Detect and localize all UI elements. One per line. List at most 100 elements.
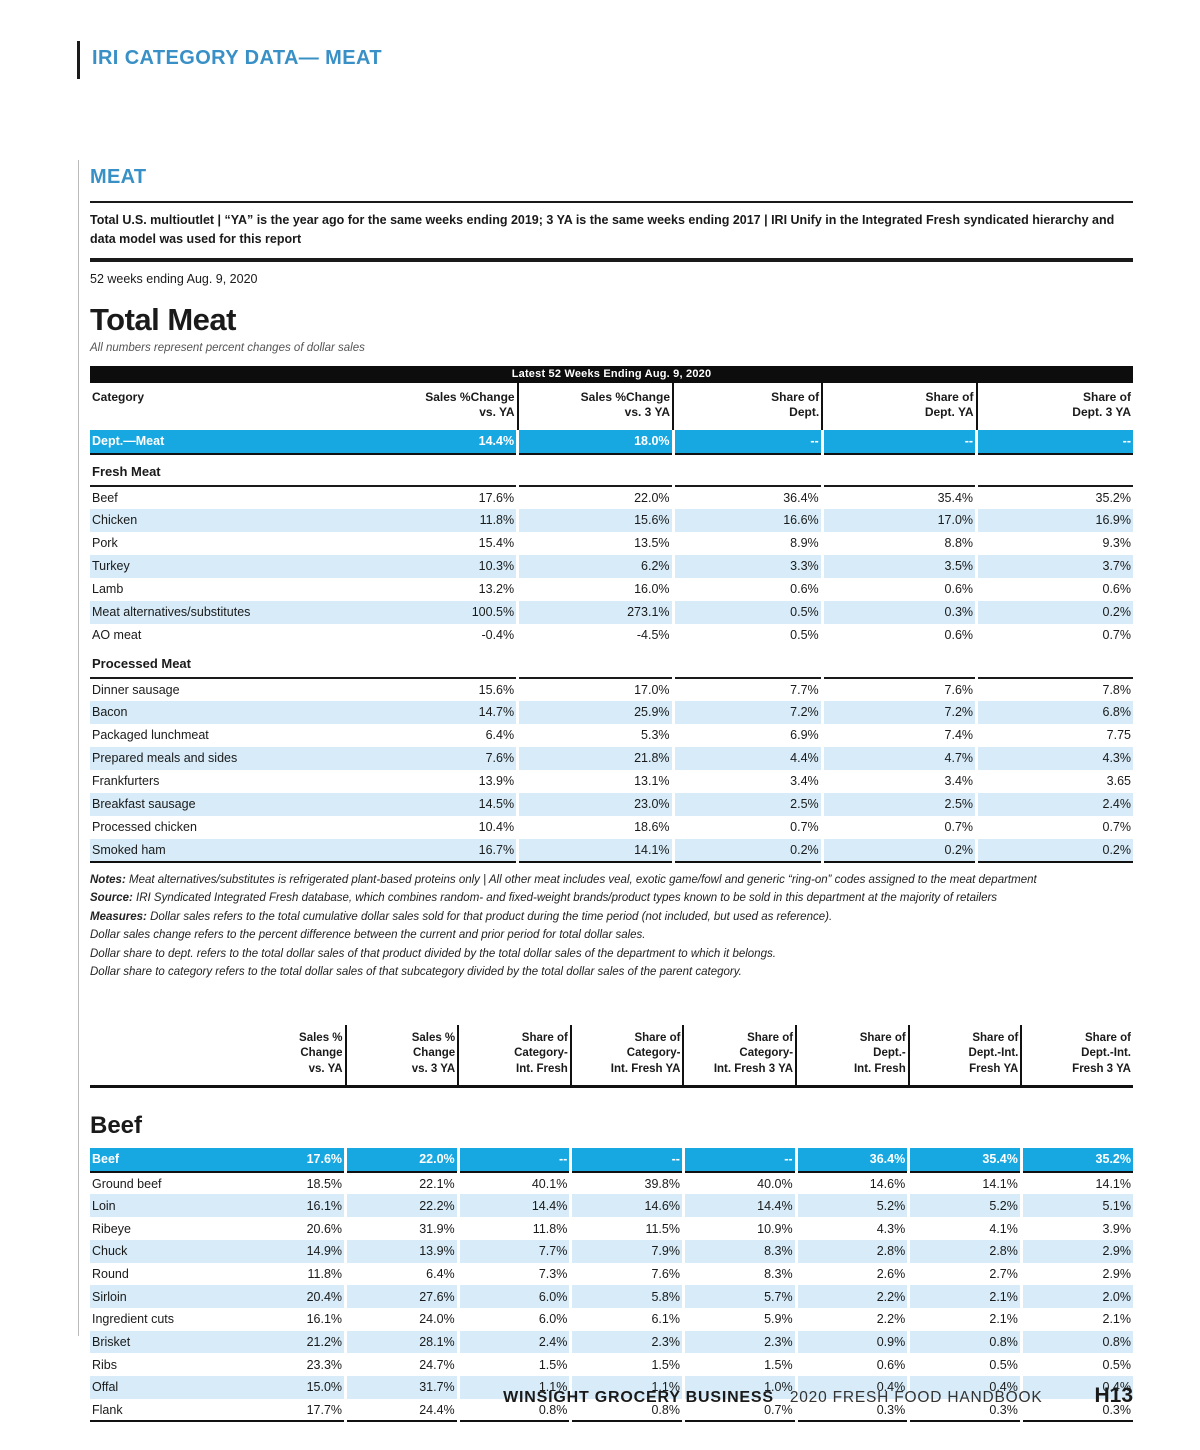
section-name: Processed Meat xyxy=(90,646,1133,679)
table-row: Brisket 21.2% 28.1% 2.4% 2.3% 2.3% 0.9% 0.8% 0.8… xyxy=(90,1330,1133,1354)
value-cell: 40.1% xyxy=(456,1171,571,1195)
value-cell: 1.5% xyxy=(569,1353,684,1376)
value-cell: 5.7% xyxy=(681,1285,797,1308)
row-label: Ingredient cuts xyxy=(92,1312,174,1327)
value-cell: 0.6% xyxy=(820,623,977,647)
value-cell: 14.6% xyxy=(794,1171,909,1195)
row-label: Breakfast sausage xyxy=(90,792,362,816)
value-cell: 35.4% xyxy=(907,1147,1022,1172)
row-label: Bacon xyxy=(90,700,362,724)
page-footer: WINSIGHT GROCERY BUSINESS 2020 FRESH FOO… xyxy=(90,1384,1133,1408)
note-line: Dollar share to category refers to the t… xyxy=(90,965,742,978)
value-cell: 1.0% xyxy=(681,1375,797,1399)
value-cell: 21.2% xyxy=(232,1330,346,1354)
period-band-row: Latest 52 Weeks Ending Aug. 9, 2020 xyxy=(90,365,1133,383)
value-cell: 2.1% xyxy=(907,1307,1022,1331)
value-cell: 2.3% xyxy=(569,1330,684,1354)
value-cell: 36.4% xyxy=(794,1147,909,1172)
value-cell: -- xyxy=(975,429,1133,454)
note-label: Notes: xyxy=(90,873,129,886)
value-cell: 17.0% xyxy=(516,677,674,701)
value-cell: 0.9% xyxy=(794,1330,909,1354)
row-label: Beef xyxy=(90,1147,233,1172)
value-cell: 0.2% xyxy=(671,838,823,862)
value-cell: 14.4% xyxy=(361,429,518,454)
value-cell: 8.3% xyxy=(681,1262,797,1286)
table-row: Breakfast sausage 14.5% 23.0% 2.5% 2.5% 2.4% xyxy=(90,792,1133,816)
note-line: Dollar sales change refers to the percen… xyxy=(90,929,646,942)
table-row: Dinner sausage 15.6% 17.0% 7.7% 7.6% 7.8% xyxy=(90,677,1133,701)
total-meat-table-head: Latest 52 Weeks Ending Aug. 9, 2020 Cate… xyxy=(90,365,1133,430)
value-cell: 15.6% xyxy=(478,682,515,697)
table-row: Lamb 13.2% 16.0% 0.6% 0.6% 0.6% xyxy=(90,577,1133,601)
value-cell: 14.1% xyxy=(516,838,674,862)
value-cell: 24.0% xyxy=(344,1307,459,1331)
value-cell: 7.7% xyxy=(456,1239,571,1263)
report-period: 52 weeks ending Aug. 9, 2020 xyxy=(90,271,258,286)
value-cell: 13.9% xyxy=(478,774,515,789)
value-cell: 8.9% xyxy=(671,531,823,555)
value-cell: 0.8% xyxy=(907,1330,1022,1354)
value-cell: 18.6% xyxy=(516,815,674,839)
value-cell: 7.7% xyxy=(671,677,823,701)
note-line: Measures: Dollar sales refers to the tot… xyxy=(90,910,833,923)
value-cell: 16.9% xyxy=(975,508,1133,532)
row-label: Prepared meals and sides xyxy=(90,746,362,770)
value-cell: 3.7% xyxy=(975,554,1133,578)
value-cell: 1.5% xyxy=(456,1353,571,1376)
value-cell: 7.8% xyxy=(975,677,1133,701)
value-cell: 2.3% xyxy=(681,1330,797,1354)
value-cell: 8.3% xyxy=(681,1239,797,1263)
value-cell: 28.1% xyxy=(344,1330,459,1354)
value-cell: 39.8% xyxy=(569,1171,684,1195)
row-label: Ribeye xyxy=(92,1221,131,1236)
column-header: Sales % Change vs. YA xyxy=(299,1032,343,1075)
value-cell: 5.1% xyxy=(1019,1194,1133,1218)
value-cell: 2.8% xyxy=(907,1239,1022,1263)
value-cell: 9.3% xyxy=(975,531,1133,555)
row-label: Lamb xyxy=(92,582,124,597)
table2-column-header-row: Sales % Change vs. YA Sales % Change vs. … xyxy=(90,1025,1133,1087)
column-header: Share of Dept. xyxy=(672,382,823,430)
value-cell: 6.0% xyxy=(456,1285,571,1308)
value-cell: 1.5% xyxy=(681,1353,797,1376)
value-cell: 18.5% xyxy=(306,1176,343,1191)
row-label: Frankfurters xyxy=(92,774,160,789)
value-cell: 16.0% xyxy=(516,577,674,601)
table1-subtitle: All numbers represent percent changes of… xyxy=(90,341,365,354)
value-cell: 7.75 xyxy=(975,723,1133,747)
value-cell: 7.2% xyxy=(671,700,823,724)
report-scope-note: Total U.S. multioutlet | “YA” is the yea… xyxy=(90,213,1115,247)
value-cell: 23.3% xyxy=(306,1357,343,1372)
value-cell: 21.8% xyxy=(516,746,674,770)
note-line: Source: IRI Syndicated Integrated Fresh … xyxy=(90,892,998,905)
table1-title: Total Meat xyxy=(90,301,237,337)
total-meat-table: Latest 52 Weeks Ending Aug. 9, 2020 Cate… xyxy=(90,365,1133,863)
value-cell: -- xyxy=(671,429,823,454)
value-cell: 40.0% xyxy=(681,1171,797,1195)
value-cell: 5.2% xyxy=(907,1194,1022,1218)
row-label: Loin xyxy=(90,1194,233,1218)
page-title: IRI CATEGORY DATA— MEAT xyxy=(92,47,382,69)
row-label: Meat alternatives/substitutes xyxy=(90,600,362,624)
value-cell: 35.2% xyxy=(975,485,1133,509)
row-label: Round xyxy=(92,1266,129,1281)
value-cell: 16.1% xyxy=(306,1312,343,1327)
value-cell: 5.2% xyxy=(794,1194,909,1218)
value-cell: 2.5% xyxy=(671,792,823,816)
table-row: Round 11.8% 6.4% 7.3% 7.6% 8.3% 2.6% 2.7% 2.9% xyxy=(90,1262,1133,1286)
value-cell: 14.1% xyxy=(1019,1171,1133,1195)
left-margin-rule xyxy=(78,160,79,1336)
value-cell: 7.4% xyxy=(820,723,977,747)
note-label: Source: xyxy=(90,892,137,905)
column-header xyxy=(90,1025,233,1086)
table-row: Frankfurters 13.9% 13.1% 3.4% 3.4% 3.65 xyxy=(90,769,1133,793)
value-cell: 27.6% xyxy=(344,1285,459,1308)
value-cell: 14.1% xyxy=(907,1171,1022,1195)
period-band: Latest 52 Weeks Ending Aug. 9, 2020 xyxy=(90,365,1133,383)
value-cell: 35.2% xyxy=(1019,1147,1133,1172)
column-header: Category xyxy=(92,389,145,404)
note-line: Dollar share to dept. refers to the tota… xyxy=(90,947,776,960)
value-cell: 2.2% xyxy=(794,1285,909,1308)
value-cell: 31.9% xyxy=(344,1217,459,1240)
